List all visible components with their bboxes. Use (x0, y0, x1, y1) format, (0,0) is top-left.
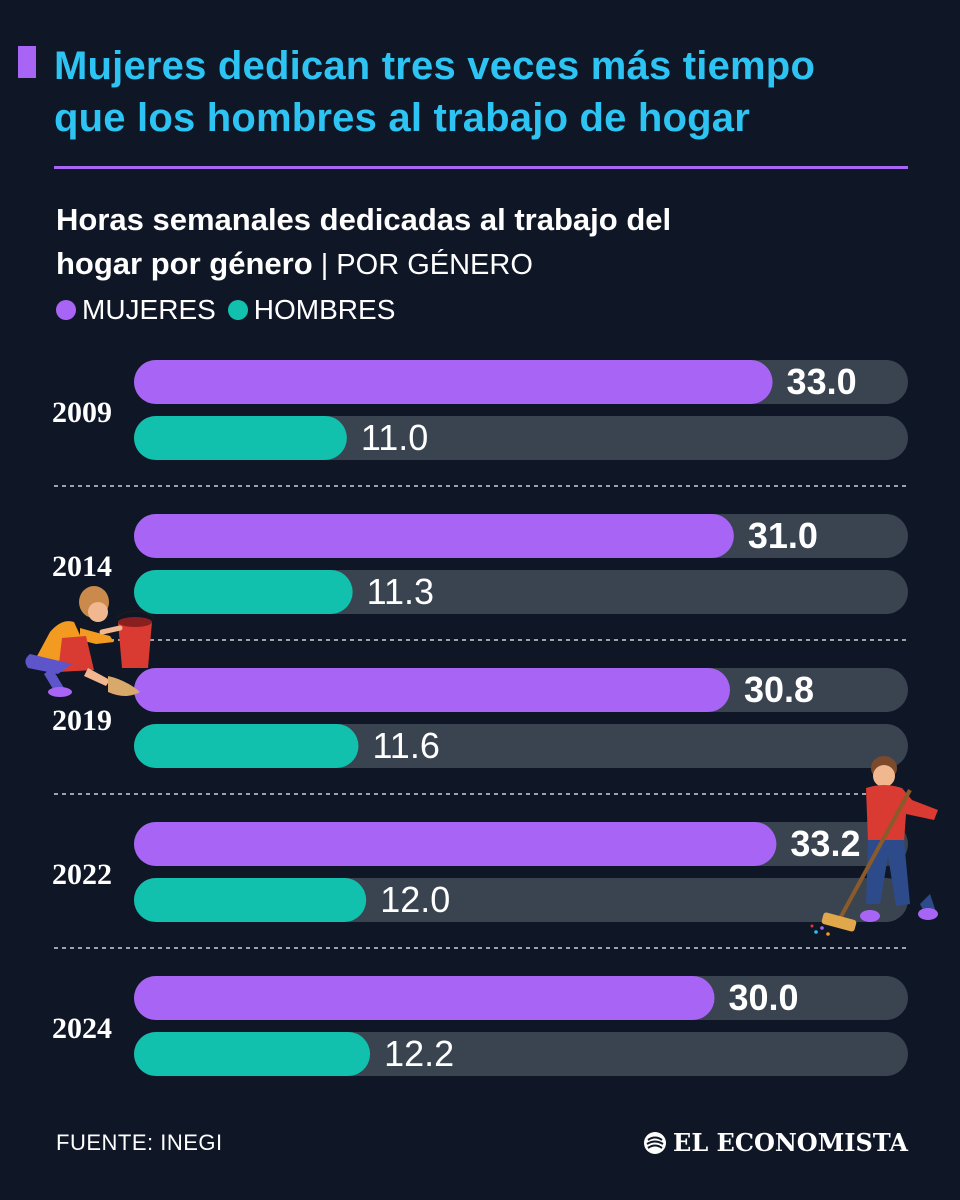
legend: MUJERES HOMBRES (56, 294, 407, 326)
subtitle-line-2-light: POR GÉNERO (336, 249, 533, 281)
headline-line-2: que los hombres al trabajo de hogar (54, 96, 751, 140)
year-label-2022: 2022 (52, 858, 112, 891)
value-label-women-2014: 31.0 (748, 515, 818, 556)
bar-women-2022 (134, 822, 777, 866)
subtitle-line-2-bold: hogar por género (56, 246, 313, 281)
subtitle-line-1: Horas semanales dedicadas al trabajo del (56, 202, 672, 237)
woman-cleaning-icon (25, 586, 155, 697)
year-label-2019: 2019 (52, 704, 112, 737)
bar-women-2024 (134, 976, 715, 1020)
value-label-women-2009: 33.0 (787, 361, 857, 402)
bar-men-2022 (134, 878, 367, 922)
value-label-men-2024: 12.2 (384, 1033, 454, 1074)
legend-label-men: HOMBRES (253, 294, 396, 325)
bar-men-2024 (134, 1032, 371, 1076)
legend-item-women: MUJERES (56, 294, 216, 326)
value-label-women-2022: 33.2 (790, 823, 860, 864)
value-label-men-2022: 12.0 (380, 879, 450, 920)
headline-divider (54, 166, 908, 169)
legend-dot-women (56, 300, 76, 320)
brand-name: EL ECONOMISTA (673, 1128, 908, 1157)
value-label-women-2024: 30.0 (729, 977, 799, 1018)
title-accent-square (18, 46, 36, 78)
legend-dot-men (227, 300, 248, 320)
subtitle-separator: | (312, 249, 337, 281)
legend-label-women: MUJERES (82, 294, 216, 325)
year-label-2024: 2024 (52, 1012, 112, 1045)
value-label-women-2019: 30.8 (744, 669, 814, 710)
headline: Mujeres dedican tres veces más tiempo qu… (54, 40, 934, 144)
bar-women-2009 (134, 360, 773, 404)
brand-logo: EL ECONOMISTA (643, 1128, 908, 1157)
subtitle-line-2: hogar por género | POR GÉNERO (56, 242, 916, 287)
bar-women-2019 (134, 668, 730, 712)
man-sweeping-icon (810, 756, 938, 936)
bar-men-2009 (134, 416, 347, 460)
bar-men-2014 (134, 570, 353, 614)
value-label-men-2009: 11.0 (361, 417, 428, 458)
bar-chart-rows: 33.0 11.0 2009 31.0 11.3 2014 30.8 11.6 2019 33.2… (52, 360, 908, 1076)
legend-item-men: HOMBRES (227, 294, 396, 326)
chart-subtitle: Horas semanales dedicadas al trabajo del… (56, 198, 916, 287)
bar-women-2014 (134, 514, 734, 558)
year-label-2014: 2014 (52, 550, 112, 583)
value-label-men-2019: 11.6 (372, 725, 439, 766)
headline-line-1: Mujeres dedican tres veces más tiempo (54, 44, 816, 88)
source-note: FUENTE: INEGI (56, 1130, 223, 1155)
year-label-2009: 2009 (52, 396, 112, 429)
value-label-men-2014: 11.3 (367, 571, 434, 612)
bar-men-2019 (134, 724, 359, 768)
brand-mark-icon (644, 1131, 667, 1154)
